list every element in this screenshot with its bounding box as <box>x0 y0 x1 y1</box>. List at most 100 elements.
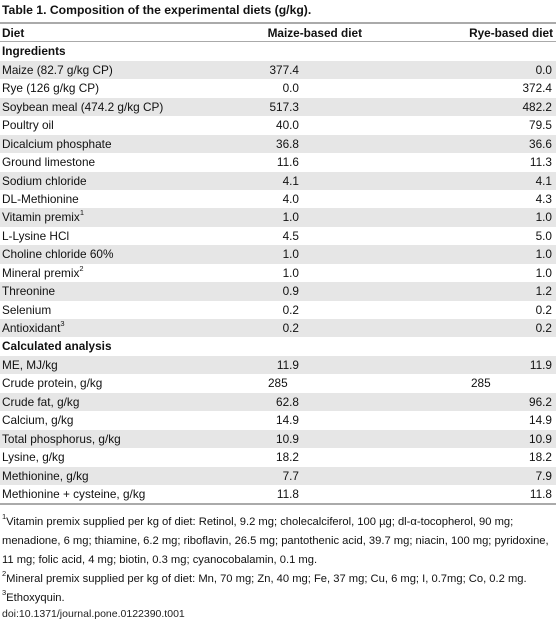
rye-value: 0.0 <box>535 62 552 77</box>
row-label: Rye (126 g/kg CP) <box>2 79 99 97</box>
table-row: DL-Methionine 4.0 4.3 <box>0 190 556 208</box>
table-row: Methionine + cysteine, g/kg 11.8 11.8 <box>0 485 556 503</box>
row-label-text: Total phosphorus, g/kg <box>2 431 121 446</box>
maize-value: 11.6 <box>276 155 299 170</box>
rye-value: 10.9 <box>529 431 552 446</box>
row-label-text: Selenium <box>2 302 52 317</box>
footnote: 2Mineral premix supplied per kg of diet:… <box>2 570 554 589</box>
rye-value: 372.4 <box>522 81 552 96</box>
row-label: Crude protein, g/kg <box>2 374 102 392</box>
maize-value: 10.9 <box>276 431 299 446</box>
table-row: Antioxidant3 0.2 0.2 <box>0 319 556 338</box>
table-row: Maize (82.7 g/kg CP) 377.4 0.0 <box>0 60 556 80</box>
row-label-text: ME, MJ/kg <box>2 357 58 372</box>
header-diet: Diet <box>2 26 25 40</box>
footnote-marker: 3 <box>60 319 65 328</box>
table-row: L-Lysine HCl 4.5 5.0 <box>0 227 556 245</box>
rye-value: 1.0 <box>535 265 552 280</box>
table-row: Soybean meal (474.2 g/kg CP) 517.3 482.2 <box>0 97 556 117</box>
footnote-number: 3 <box>2 588 7 597</box>
row-label-text: Dicalcium phosphate <box>2 136 112 151</box>
table-row: Crude protein, g/kg 285 285 <box>0 374 556 392</box>
table-row: Poultry oil 40.0 79.5 <box>0 116 556 134</box>
maize-value: 517.3 <box>269 99 299 114</box>
row-label: Calcium, g/kg <box>2 411 73 429</box>
row-label: Vitamin premix1 <box>2 208 84 226</box>
table-row: Selenium 0.2 0.2 <box>0 301 556 319</box>
row-label: Soybean meal (474.2 g/kg CP) <box>2 98 163 116</box>
maize-value: 1.0 <box>282 247 299 262</box>
rye-value: 14.9 <box>529 413 552 428</box>
row-label-text: Methionine, g/kg <box>2 468 89 483</box>
row-label-text: L-Lysine HCl <box>2 228 70 243</box>
rye-value: 11.3 <box>529 155 552 170</box>
row-label-text: Lysine, g/kg <box>2 450 65 465</box>
row-label-text: Crude protein, g/kg <box>2 376 103 391</box>
table-row: ME, MJ/kg 11.9 11.9 <box>0 355 556 375</box>
maize-value: 14.9 <box>276 413 299 428</box>
row-label-text: Maize (82.7 g/kg CP) <box>2 62 113 77</box>
rye-value: 0.2 <box>535 321 552 335</box>
row-label-text: Methionine + cysteine, g/kg <box>2 486 146 501</box>
maize-value: 0.9 <box>282 284 299 299</box>
row-label: Methionine + cysteine, g/kg <box>2 485 145 503</box>
maize-value: 1.0 <box>282 210 299 225</box>
row-label: Antioxidant3 <box>2 319 65 337</box>
maize-value: 377.4 <box>269 62 299 77</box>
table-row: Ground limestone 11.6 11.3 <box>0 153 556 171</box>
maize-value: 11.8 <box>276 486 299 501</box>
table-row: Methionine, g/kg 7.7 7.9 <box>0 466 556 485</box>
row-label-text: Threonine <box>2 284 56 299</box>
rye-value: 1.0 <box>535 247 552 262</box>
rye-value: 1.0 <box>535 210 552 225</box>
row-label-text: Ground limestone <box>2 155 96 170</box>
footnote-text: Vitamin premix supplied per kg of diet: … <box>2 516 549 566</box>
row-label: Choline chloride 60% <box>2 245 113 263</box>
footnote-marker: 2 <box>79 263 84 273</box>
maize-value: 18.2 <box>276 450 299 465</box>
rye-value: 5.0 <box>535 228 552 243</box>
section-heading: Calculated analysis <box>2 339 112 354</box>
maize-value: 11.9 <box>276 357 299 372</box>
row-label-text: Antioxidant <box>2 321 61 335</box>
rye-value: 11.8 <box>529 486 552 501</box>
table-row: Total phosphorus, g/kg 10.9 10.9 <box>0 429 556 449</box>
table-row: Mineral premix2 1.0 1.0 <box>0 264 556 282</box>
table-row: Crude fat, g/kg 62.8 96.2 <box>0 392 556 412</box>
row-label: Crude fat, g/kg <box>2 393 79 411</box>
table-body: Ingredients Maize (82.7 g/kg CP) 377.4 0.0 R… <box>0 42 556 503</box>
section-heading-row: Ingredients <box>0 42 556 60</box>
table-row: Rye (126 g/kg CP) 0.0 372.4 <box>0 79 556 97</box>
footnote-number: 1 <box>2 512 7 521</box>
section-heading: Ingredients <box>2 44 66 59</box>
table-row: Dicalcium phosphate 36.8 36.6 <box>0 134 556 154</box>
rye-value: 0.2 <box>535 302 552 317</box>
row-label-text: Rye (126 g/kg CP) <box>2 81 100 96</box>
rye-value: 4.1 <box>535 173 552 188</box>
row-label: Selenium <box>2 301 51 319</box>
footnote: 1Vitamin premix supplied per kg of diet:… <box>2 513 554 570</box>
maize-value: 285 <box>268 376 288 391</box>
row-label: Total phosphorus, g/kg <box>2 430 121 448</box>
row-label-text: DL-Methionine <box>2 191 79 206</box>
header-maize-diet: Maize-based diet <box>267 26 362 40</box>
diet-composition-table: Diet Maize-based diet Rye-based diet Ing… <box>0 22 556 506</box>
row-label: Dicalcium phosphate <box>2 135 112 153</box>
rye-value: 7.9 <box>535 468 552 483</box>
table-row: Vitamin premix1 1.0 1.0 <box>0 208 556 227</box>
row-label: Methionine, g/kg <box>2 467 89 485</box>
footnote: 3Ethoxyquin. <box>2 589 554 608</box>
rye-value: 11.9 <box>529 357 552 372</box>
row-label: Sodium chloride <box>2 172 87 190</box>
footnote-marker: 1 <box>79 208 84 218</box>
row-label-text: Soybean meal (474.2 g/kg CP) <box>2 99 164 114</box>
rye-value: 1.2 <box>535 284 552 299</box>
table-caption: Table 1. Composition of the experimental… <box>2 3 312 17</box>
table-row: Calcium, g/kg 14.9 14.9 <box>0 411 556 429</box>
doi-reference: doi:10.1371/journal.pone.0122390.t001 <box>2 608 185 620</box>
maize-value: 40.0 <box>276 118 299 133</box>
maize-value: 62.8 <box>276 394 299 409</box>
row-label: DL-Methionine <box>2 190 79 208</box>
row-label: Threonine <box>2 282 55 300</box>
row-label-text: Choline chloride 60% <box>2 247 114 262</box>
